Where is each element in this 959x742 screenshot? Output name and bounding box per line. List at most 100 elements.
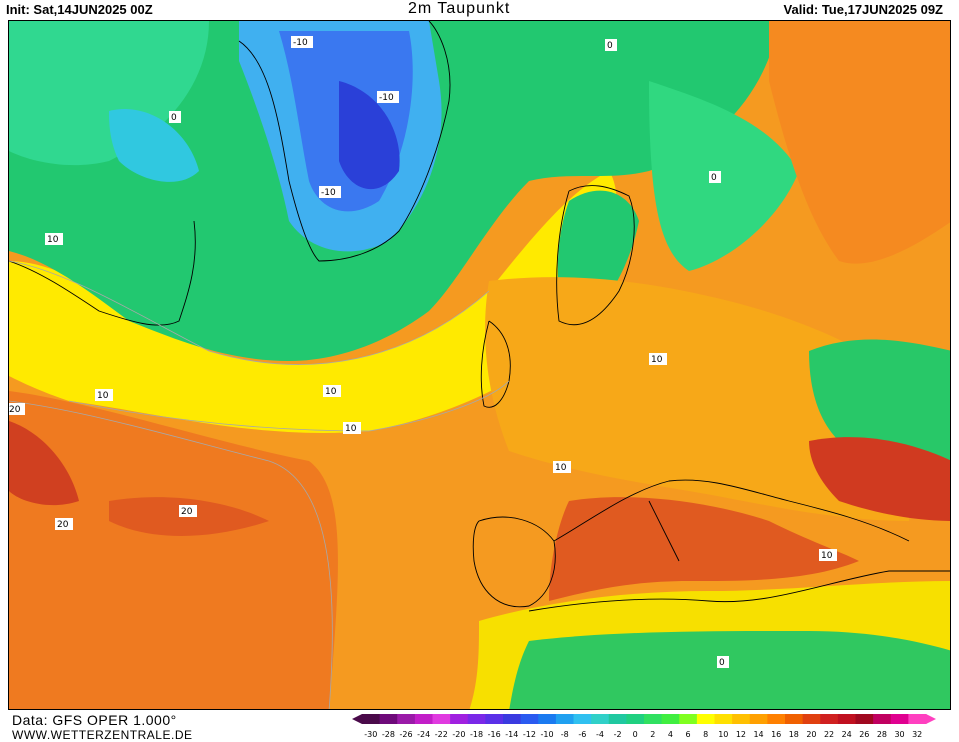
- contour-label: 0: [169, 111, 181, 123]
- colorbar-tick-label: -26: [400, 730, 413, 739]
- svg-text:10: 10: [651, 355, 663, 365]
- svg-text:0: 0: [171, 113, 177, 123]
- colorbar-left-arrow: [352, 714, 362, 724]
- colorbar-swatch: [890, 714, 909, 724]
- colorbar-tick-label: -10: [541, 730, 554, 739]
- svg-text:0: 0: [711, 173, 717, 183]
- north-med-coast: [553, 479, 910, 542]
- europe-orange: [485, 277, 909, 521]
- colorbar-swatch: [767, 714, 786, 724]
- subtropical-band: [9, 391, 338, 709]
- svg-text:0: 0: [719, 658, 725, 668]
- coastlines: [9, 21, 950, 612]
- colorbar-tick-label: 0: [633, 730, 638, 739]
- mediterranean-warm: [549, 497, 859, 601]
- colorbar-tick-label: 28: [877, 730, 887, 739]
- contour-label: 10: [649, 353, 667, 365]
- colorbar-swatch: [714, 714, 733, 724]
- colorbar-swatch: [362, 714, 381, 724]
- yellow-belt: [9, 171, 617, 434]
- northeast-warm: [769, 21, 950, 264]
- colorbar-swatch: [555, 714, 575, 724]
- colorbar-tick-label: 20: [806, 730, 816, 739]
- colorbar-tick-label: 14: [753, 730, 763, 739]
- colorbar-tick-label: 30: [894, 730, 904, 739]
- warm-core-west: [9, 421, 79, 506]
- svg-text:-10: -10: [379, 93, 394, 103]
- colorbar-swatch: [538, 714, 557, 724]
- valid-time: Valid: Tue,17JUN2025 09Z: [783, 2, 943, 17]
- data-source: Data: GFS OPER 1.000°: [12, 712, 177, 728]
- contour-label: 0: [717, 656, 729, 668]
- colorbar-swatch: [573, 714, 592, 724]
- colorbar-swatch: [749, 714, 768, 724]
- colorbar-swatch: [802, 714, 821, 724]
- colorbar-tick-label: -18: [470, 730, 483, 739]
- colorbar-tick-label: -14: [505, 730, 518, 739]
- colorbar-tick-label: -30: [364, 730, 377, 739]
- colorbar-swatch: [696, 714, 716, 724]
- contour-label: 10: [45, 233, 63, 245]
- colorbar-swatch: [785, 714, 804, 724]
- colorbar-swatch: [467, 714, 486, 724]
- colorbar-tick-label: 10: [718, 730, 728, 739]
- colorbar-swatch: [520, 714, 539, 724]
- colorbar-tick-label: 16: [771, 730, 781, 739]
- colorbar-tick-label: 12: [736, 730, 746, 739]
- colorbar-tick-label: -16: [488, 730, 501, 739]
- svg-text:20: 20: [57, 520, 69, 530]
- contour-label: 10: [323, 385, 341, 397]
- contour-label: 20: [9, 403, 25, 415]
- colorbar-tick-label: 2: [650, 730, 655, 739]
- contour-label: 0: [709, 171, 721, 183]
- north-africa-green: [509, 631, 950, 709]
- map-canvas: -10 -10 -10 0 0 0: [9, 21, 950, 709]
- svg-text:10: 10: [821, 551, 833, 561]
- svg-text:10: 10: [97, 391, 109, 401]
- header-bar: Init: Sat,14JUN2025 00Z 2m Taupunkt Vali…: [0, 0, 959, 20]
- svg-text:0: 0: [607, 41, 613, 51]
- cold-pocket-canada: [109, 109, 199, 182]
- colorbar-tick-label: 18: [789, 730, 799, 739]
- colorbar-ticks: -30 -28 -26 -24 -22 -20 -18 -16 -14 -12 -10 -8 -6 -4-…: [364, 730, 922, 739]
- init-time: Init: Sat,14JUN2025 00Z: [6, 2, 153, 17]
- colorbar-swatch: [414, 714, 434, 724]
- contour-label: 0: [605, 39, 617, 51]
- colorbar-tick-label: -22: [435, 730, 448, 739]
- svg-text:-10: -10: [293, 38, 308, 48]
- svg-text:10: 10: [325, 387, 337, 397]
- contour-label: 20: [55, 518, 73, 530]
- colorbar-tick-label: 26: [859, 730, 869, 739]
- svg-text:-10: -10: [321, 188, 336, 198]
- contour-label: -10: [377, 91, 399, 103]
- colorbar-tick-label: -6: [578, 730, 586, 739]
- britain-coast: [480, 320, 511, 408]
- contour-label: 10: [343, 422, 361, 434]
- colorbar-tick-label: 24: [842, 730, 852, 739]
- italy-coast: [648, 500, 680, 562]
- colorbar-tick-label: -28: [382, 730, 395, 739]
- canada-green: [9, 21, 209, 166]
- colorbar-swatch: [591, 714, 610, 724]
- colorbar-swatch: [608, 714, 627, 724]
- dewpoint-colorbar: -30 -28 -26 -24 -22 -20 -18 -16 -14 -12 -10 -8 -6 -4-…: [352, 714, 936, 739]
- greenland-coast: [238, 21, 451, 262]
- colorbar-swatch: [450, 714, 469, 724]
- svg-text:10: 10: [555, 463, 567, 473]
- contour-20: [9, 400, 333, 709]
- contour-10-north: [9, 260, 490, 365]
- colorbar-swatch: [908, 714, 927, 724]
- colorbar-swatch: [626, 714, 645, 724]
- colorbar-swatch: [837, 714, 857, 724]
- contour-label-group: -10 -10 -10 0 0 0: [9, 36, 837, 668]
- dewpoint-map: -10 -10 -10 0 0 0: [8, 20, 951, 710]
- colorbar-swatch: [679, 714, 698, 724]
- colorbar-swatch: [661, 714, 680, 724]
- russia-green: [649, 81, 799, 271]
- colorbar-swatch: [732, 714, 751, 724]
- colorbar-swatch: [397, 714, 416, 724]
- website-link: WWW.WETTERZENTRALE.DE: [12, 728, 193, 742]
- svg-text:20: 20: [9, 405, 21, 415]
- contour-label: 10: [95, 389, 113, 401]
- colorbar-tick-label: -4: [596, 730, 604, 739]
